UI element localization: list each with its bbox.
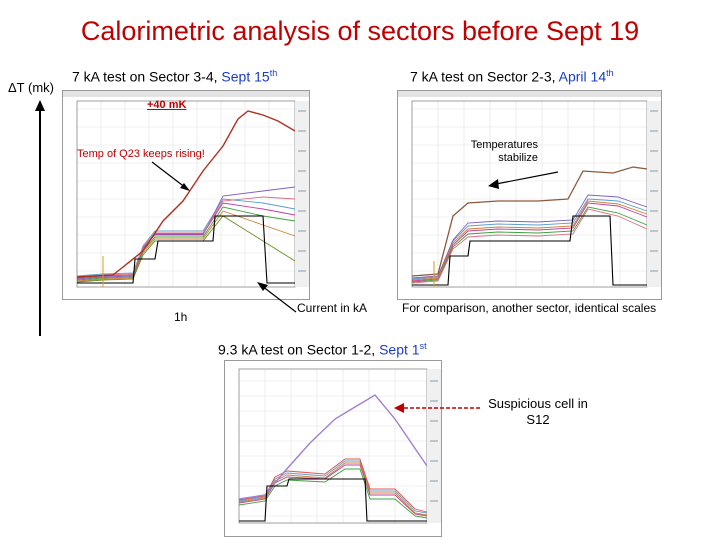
annotation-suspicious-cell: Suspicious cell in S12: [488, 396, 588, 427]
plot-sector-12-graphic: [238, 368, 441, 524]
plot-sector-23: Temperatures stabilize: [397, 90, 662, 300]
plot-sector-34: +40 mK Temp of Q23 keeps rising!: [62, 90, 310, 300]
y-axis-label: ΔT (mk): [8, 80, 54, 95]
y-axis-arrow-icon: [35, 100, 45, 336]
heading-sector-12-prefix: 9.3 kA test on Sector 1-2,: [218, 341, 380, 358]
heading-sector-34-date: Sept 15: [221, 68, 270, 85]
heading-sector-34-prefix: 7 kA test on Sector 3-4,: [72, 68, 222, 85]
heading-sector-23-prefix: 7 kA test on Sector 2-3,: [410, 68, 559, 85]
annotation-stabilize: Temperatures stabilize: [470, 139, 538, 164]
plot-sector-23-graphic: [398, 91, 661, 288]
scale-note-1h: 1h: [174, 310, 188, 324]
plot-sector-34-graphic: [63, 91, 309, 288]
heading-sector-23-sup: th: [606, 68, 614, 78]
heading-sector-12: 9.3 kA test on Sector 1-2, Sept 1st: [218, 341, 427, 358]
slide-title: Calorimetric analysis of sectors before …: [80, 16, 640, 46]
current-arrow-icon: [257, 282, 297, 313]
heading-sector-12-sup: st: [419, 341, 427, 351]
suspicious-cell-arrow-icon: [394, 403, 480, 413]
heading-sector-34: 7 kA test on Sector 3-4, Sept 15th: [72, 68, 277, 85]
plot-sector-12: [224, 360, 442, 537]
annotation-q23-arrow-icon: [151, 161, 190, 191]
caption-current: Current in kA: [297, 301, 368, 315]
annotation-q23: Temp of Q23 keeps rising!: [77, 148, 205, 160]
heading-sector-12-date: Sept 1: [379, 341, 420, 358]
annotation-delta: +40 mK: [147, 99, 187, 111]
heading-sector-23: 7 kA test on Sector 2-3, April 14th: [410, 68, 614, 85]
caption-comparison: For comparison, another sector, identica…: [402, 301, 657, 315]
heading-sector-23-date: April 14: [558, 68, 607, 85]
heading-sector-34-sup: th: [269, 68, 278, 78]
annotation-stabilize-arrow-icon: [488, 171, 559, 189]
